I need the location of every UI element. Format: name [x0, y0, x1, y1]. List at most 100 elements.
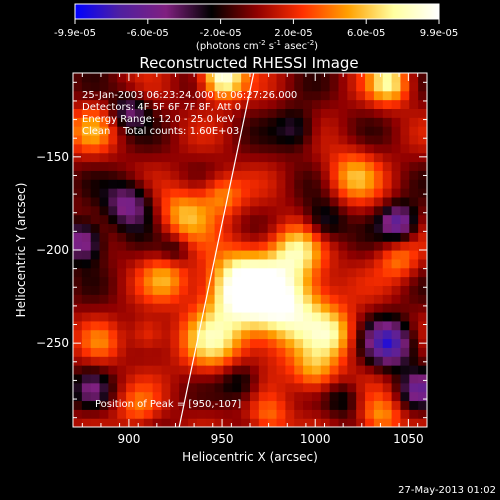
heatmap-cell [338, 400, 348, 410]
heatmap-cell [373, 73, 384, 83]
heatmap-cell [179, 303, 189, 313]
heatmap-cell [365, 258, 375, 269]
heatmap-cell [258, 365, 269, 375]
heatmap-cell [418, 117, 427, 127]
heatmap-cell [99, 400, 109, 410]
heatmap-cell [117, 152, 127, 163]
heatmap-cell [382, 258, 393, 269]
heatmap-cell [81, 179, 92, 189]
heatmap-cell [223, 196, 233, 207]
heatmap-cell [311, 179, 322, 189]
heatmap-cell [99, 285, 109, 295]
info-line-1: 25-Jan-2003 06:23:24.000 to 06:27:26.000 [82, 90, 297, 101]
heatmap-cell [73, 382, 83, 393]
heatmap-cell [179, 285, 189, 295]
heatmap-cell [134, 409, 145, 419]
heatmap-cell [329, 294, 340, 304]
heatmap-cell [303, 108, 313, 118]
heatmap-cell [152, 90, 163, 101]
heatmap-cell [143, 294, 154, 304]
heatmap-cell [241, 320, 251, 331]
info-line-2: Detectors: 4F 5F 6F 7F 8F, Att 0 [82, 102, 241, 113]
heatmap-cell [294, 170, 304, 180]
heatmap-cell [303, 303, 313, 313]
heatmap-cell [81, 311, 92, 322]
heatmap-cell [373, 108, 384, 118]
heatmap-cell [196, 73, 207, 83]
heatmap-cell [170, 143, 180, 154]
heatmap-cell [161, 382, 171, 393]
heatmap-cell [409, 294, 419, 304]
heatmap-cell [73, 311, 83, 322]
heatmap-cell [285, 303, 295, 313]
heatmap-cell [391, 311, 402, 322]
heatmap-cell [391, 161, 402, 171]
heatmap-cell [126, 188, 136, 198]
heatmap-cell [196, 179, 207, 189]
heatmap-cell [400, 196, 410, 207]
heatmap-cell [152, 81, 163, 92]
heatmap-cell [90, 400, 101, 410]
heatmap-cell [81, 365, 92, 375]
heatmap-cell [161, 356, 171, 366]
heatmap-cell [373, 161, 384, 171]
heatmap-cell [241, 347, 251, 357]
heatmap-cell [356, 320, 366, 331]
heatmap-cell [294, 90, 304, 101]
heatmap-cell [214, 99, 225, 109]
heatmap-cell [258, 143, 269, 154]
heatmap-cell [161, 170, 171, 180]
heatmap-cell [276, 391, 286, 402]
heatmap-cell [400, 73, 410, 83]
heatmap-cell [391, 409, 402, 419]
heatmap-cell [258, 391, 269, 402]
heatmap-cell [126, 205, 136, 216]
heatmap-cell [214, 409, 225, 419]
heatmap-cell [73, 267, 83, 278]
heatmap-cell [214, 90, 225, 101]
heatmap-cell [170, 418, 180, 427]
y-tick-label: −150 [36, 150, 69, 164]
heatmap-cell [143, 418, 154, 427]
heatmap-cell [311, 214, 322, 225]
heatmap-cell [126, 418, 136, 427]
heatmap-cell [179, 214, 189, 225]
heatmap-cell [365, 382, 375, 393]
heatmap-cell [285, 409, 295, 419]
heatmap-cell [99, 303, 109, 313]
heatmap-cell [232, 303, 242, 313]
heatmap-cell [214, 108, 225, 118]
heatmap-cell [134, 303, 145, 313]
heatmap-cell [338, 134, 348, 145]
heatmap-cell [267, 179, 278, 189]
heatmap-cell [258, 214, 269, 225]
heatmap-cell [223, 108, 233, 118]
heatmap-cell [152, 126, 163, 136]
heatmap-cell [276, 373, 286, 384]
heatmap-cell [276, 320, 286, 331]
heatmap-cell [285, 99, 295, 109]
heatmap-cell [117, 161, 127, 171]
heatmap-cell [294, 108, 304, 118]
heatmap-cell [99, 214, 109, 225]
heatmap-cell [152, 311, 163, 322]
heatmap-cell [241, 232, 251, 242]
heatmap-cell [365, 418, 375, 427]
heatmap-cell [223, 161, 233, 171]
heatmap-cell [373, 250, 384, 260]
heatmap-cell [258, 108, 269, 118]
heatmap-cell [214, 258, 225, 269]
heatmap-cell [232, 258, 242, 269]
heatmap-cell [276, 241, 286, 251]
heatmap-cell [373, 382, 384, 393]
heatmap-cell [258, 73, 269, 83]
heatmap-cell [214, 311, 225, 322]
heatmap-cell [382, 90, 393, 101]
heatmap-cell [409, 373, 419, 384]
heatmap-cell [196, 126, 207, 136]
heatmap-cell [196, 391, 207, 402]
heatmap-cell [152, 409, 163, 419]
heatmap-cell [81, 356, 92, 366]
heatmap-cell [196, 356, 207, 366]
heatmap-cell [196, 170, 207, 180]
